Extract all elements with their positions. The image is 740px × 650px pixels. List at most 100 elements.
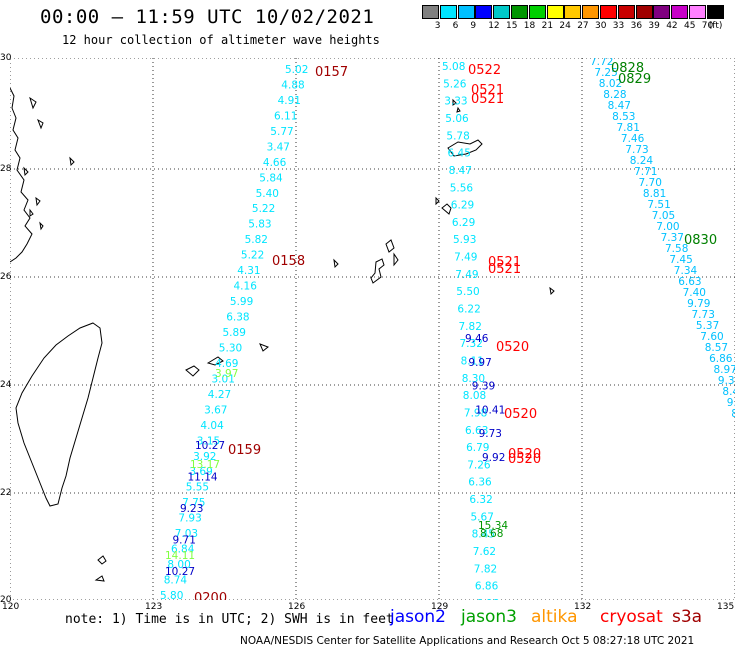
wave-height-label: 9.73: [479, 428, 502, 440]
wave-height-label: 5.37: [696, 320, 719, 332]
y-tick-label: 28: [0, 164, 12, 174]
colorbar-swatch: [439, 5, 457, 19]
ryukyu-islands: [94, 98, 555, 582]
colorbar-label: 70: [701, 21, 714, 31]
wave-height-label: 9.97: [727, 397, 735, 409]
wave-height-label: 5.26: [443, 78, 467, 90]
wave-height-label: 5.99: [230, 296, 253, 308]
colorbar-swatch: [422, 5, 439, 19]
wave-height-label: 8.47: [608, 100, 631, 112]
wave-height-label: 8.41: [722, 386, 735, 398]
wave-height-label: 4.27: [208, 389, 231, 401]
colorbar-label: 36: [630, 21, 643, 31]
wave-height-label: 7.82: [474, 563, 497, 575]
map-canvas: 5.02 4.88 4.91 6.11 5.77 3.47 4.66 5.84 5.40 5.22…: [10, 58, 735, 600]
x-tick-label: 132: [574, 602, 592, 612]
colorbar-label: 42: [666, 21, 678, 31]
colorbar-label: 45: [684, 21, 696, 31]
colorbar-label: 30: [595, 21, 607, 31]
wave-height-label: 8.57: [705, 342, 728, 354]
pass-time-label: 0828: [611, 61, 644, 76]
wave-height-label: 6.98: [476, 598, 499, 600]
wave-height-label: 10.27: [165, 566, 195, 578]
pass-time-label: 0521: [488, 255, 521, 270]
wave-height-label: 8.0: [731, 408, 735, 420]
wave-height-label: 7.32: [460, 338, 483, 350]
pass-time-label: 0200: [194, 591, 227, 600]
wave-height-label: 7.49: [454, 252, 477, 264]
wave-height-label: 9.79: [687, 298, 710, 310]
wave-height-label: 7.82: [459, 321, 482, 333]
wave-height-label: 8.45: [472, 529, 495, 541]
wave-height-label: 9.97: [468, 357, 491, 369]
wave-height-label: 5.22: [241, 250, 264, 262]
wave-height-label: 5.93: [453, 234, 476, 246]
pass-time-label: 0521: [471, 92, 504, 107]
wave-height-label: 8.68: [480, 528, 503, 540]
colorbar-label: (ft): [708, 21, 723, 31]
wave-height-label: 5.77: [270, 126, 293, 138]
track-labels: 5.02 4.88 4.91 6.11 5.77 3.47 4.66 5.84 5.40 5.22…: [160, 58, 735, 600]
wave-height-label: 5.78: [446, 130, 469, 142]
wave-height-label: 6.79: [466, 442, 489, 454]
wave-height-label: 10.27: [195, 440, 225, 452]
map-title: 00:00 — 11:59 UTC 10/02/2021: [40, 6, 375, 28]
colorbar-swatch: [617, 5, 635, 19]
wave-height-label: 3.33: [444, 96, 467, 108]
wave-height-label: 8.11: [461, 356, 484, 368]
pass-time-label: 0159: [228, 443, 261, 458]
y-tick-label: 22: [0, 488, 12, 498]
grid-lines: [10, 58, 735, 600]
wave-height-label: 7.71: [634, 166, 657, 178]
mission-label-altika: altika: [531, 607, 578, 627]
colorbar-swatch: [457, 5, 475, 19]
wave-height-label: 8.28: [603, 89, 626, 101]
wave-height-label: 6.63: [678, 276, 701, 288]
pass-time-label: 0157: [315, 65, 348, 80]
wave-height-label: 5.55: [186, 482, 209, 494]
colorbar-label: 9: [470, 21, 477, 31]
wave-height-label: 8.02: [599, 78, 622, 90]
wave-height-label: 7.93: [178, 513, 201, 525]
china-coastline: [10, 87, 33, 263]
pass-time-label: 0521: [488, 262, 521, 277]
wave-height-label: 7.05: [652, 210, 675, 222]
wave-height-label: 3.69: [189, 466, 212, 478]
colorbar-swatch: [528, 5, 546, 19]
wave-height-label: 9.71: [173, 535, 196, 547]
wave-height-label: 5.06: [445, 113, 469, 125]
pass-time-label: 0520: [504, 407, 537, 422]
colorbar-swatch: [475, 5, 493, 19]
wave-height-label: 15.34: [478, 520, 508, 532]
wave-height-label: 7.03: [175, 528, 198, 540]
wave-height-label: 6.22: [457, 304, 480, 316]
colorbar-label: 39: [648, 21, 660, 31]
wave-height-label: 8.74: [164, 575, 188, 587]
wave-height-label: 7.34: [674, 265, 698, 277]
colorbar-label: 6: [452, 21, 459, 31]
wave-height-label: 4.88: [281, 80, 304, 92]
colorbar-label: 18: [523, 21, 536, 31]
x-tick-label: 135: [717, 602, 735, 612]
credit-line: NOAA/NESDIS Center for Satellite Applica…: [240, 635, 695, 647]
wave-height-label: 7.62: [473, 546, 496, 558]
wave-height-label: 9.39: [472, 381, 495, 393]
wave-height-label: 6.32: [469, 494, 492, 506]
wave-height-label: 7.98: [464, 408, 487, 420]
wave-height-label: 7.45: [669, 254, 692, 266]
y-tick-label: 24: [0, 380, 12, 390]
wave-height-label: 7.72: [590, 58, 613, 68]
wave-height-label: 5.56: [450, 182, 474, 194]
wave-height-label: 7.60: [700, 331, 723, 343]
wave-height-label: 5.82: [245, 234, 268, 246]
wave-height-label: 7.58: [665, 243, 688, 255]
colorbar-label: 12: [488, 21, 500, 31]
pass-time-label: 0522: [468, 63, 501, 78]
wave-height-label: 5.84: [259, 172, 283, 184]
wave-height-label: 4.66: [263, 157, 287, 169]
mission-label-jason2: jason2: [390, 607, 446, 627]
wave-height-label: 5.50: [456, 286, 479, 298]
mission-label-jason3: jason3: [461, 607, 517, 627]
mission-label-s3a: s3a: [672, 607, 703, 627]
pass-time-label: 0829: [618, 72, 651, 87]
